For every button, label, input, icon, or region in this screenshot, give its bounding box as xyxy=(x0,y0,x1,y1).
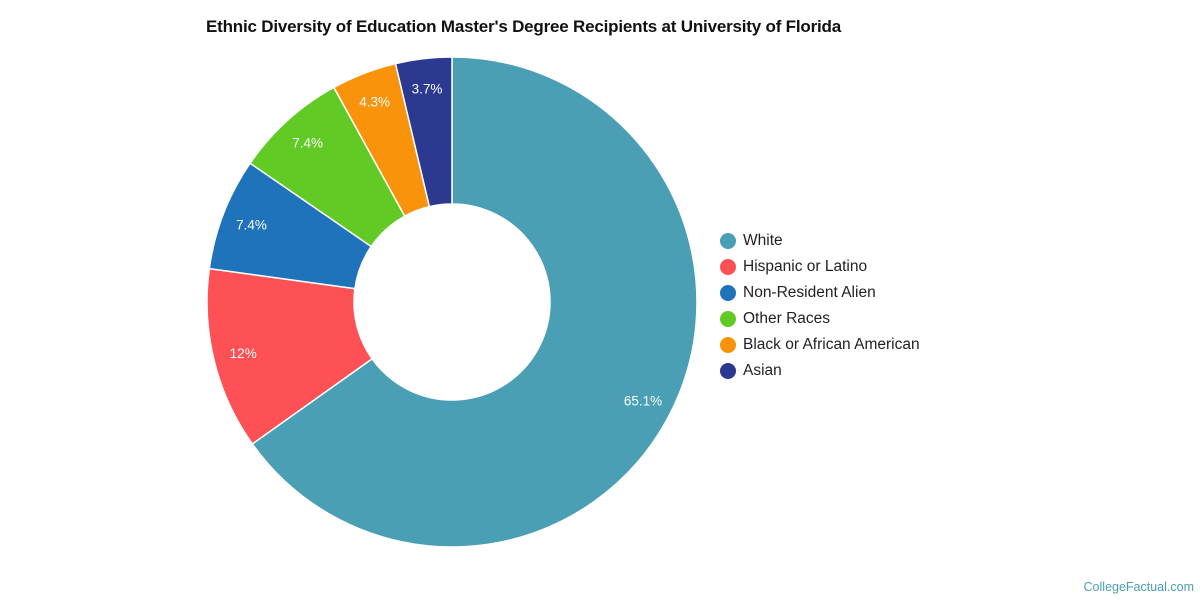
legend-dot-icon xyxy=(720,233,736,249)
legend-label: Black or African American xyxy=(743,336,920,353)
legend-dot-icon xyxy=(720,259,736,275)
legend-item-white[interactable]: White xyxy=(720,228,920,254)
legend-label: Other Races xyxy=(743,310,831,327)
slice-value-label: 4.3% xyxy=(359,94,390,109)
legend-dot-icon xyxy=(720,363,736,379)
donut-slice[interactable] xyxy=(394,56,453,208)
legend-item-asian[interactable]: Asian xyxy=(720,358,920,384)
donut-slice[interactable] xyxy=(206,267,374,445)
legend-label: Non-Resident Alien xyxy=(743,284,876,301)
legend: White Hispanic or Latino Non-Resident Al… xyxy=(720,228,920,384)
legend-item-other[interactable]: Other Races xyxy=(720,306,920,332)
legend-dot-icon xyxy=(720,311,736,327)
slice-value-label: 65.1% xyxy=(624,394,662,409)
slice-value-label: 3.7% xyxy=(412,81,443,96)
legend-item-black[interactable]: Black or African American xyxy=(720,332,920,358)
slice-value-label: 7.4% xyxy=(236,217,267,232)
chart-title: Ethnic Diversity of Education Master's D… xyxy=(206,17,841,36)
legend-label: Asian xyxy=(743,362,782,379)
legend-label: Hispanic or Latino xyxy=(743,258,868,275)
legend-label: White xyxy=(743,232,783,249)
legend-item-non-resident[interactable]: Non-Resident Alien xyxy=(720,280,920,306)
legend-item-hispanic[interactable]: Hispanic or Latino xyxy=(720,254,920,280)
slice-value-label: 12% xyxy=(230,346,257,361)
donut-slices xyxy=(206,56,698,548)
donut-slice[interactable] xyxy=(251,56,698,548)
slice-value-label: 7.4% xyxy=(292,136,323,151)
legend-dot-icon xyxy=(720,337,736,353)
legend-dot-icon xyxy=(720,285,736,301)
slice-labels: 65.1% 12% 7.4% 7.4% 4.3% 3.7% xyxy=(230,81,663,408)
source-credit-link[interactable]: CollegeFactual.com xyxy=(1083,580,1194,594)
